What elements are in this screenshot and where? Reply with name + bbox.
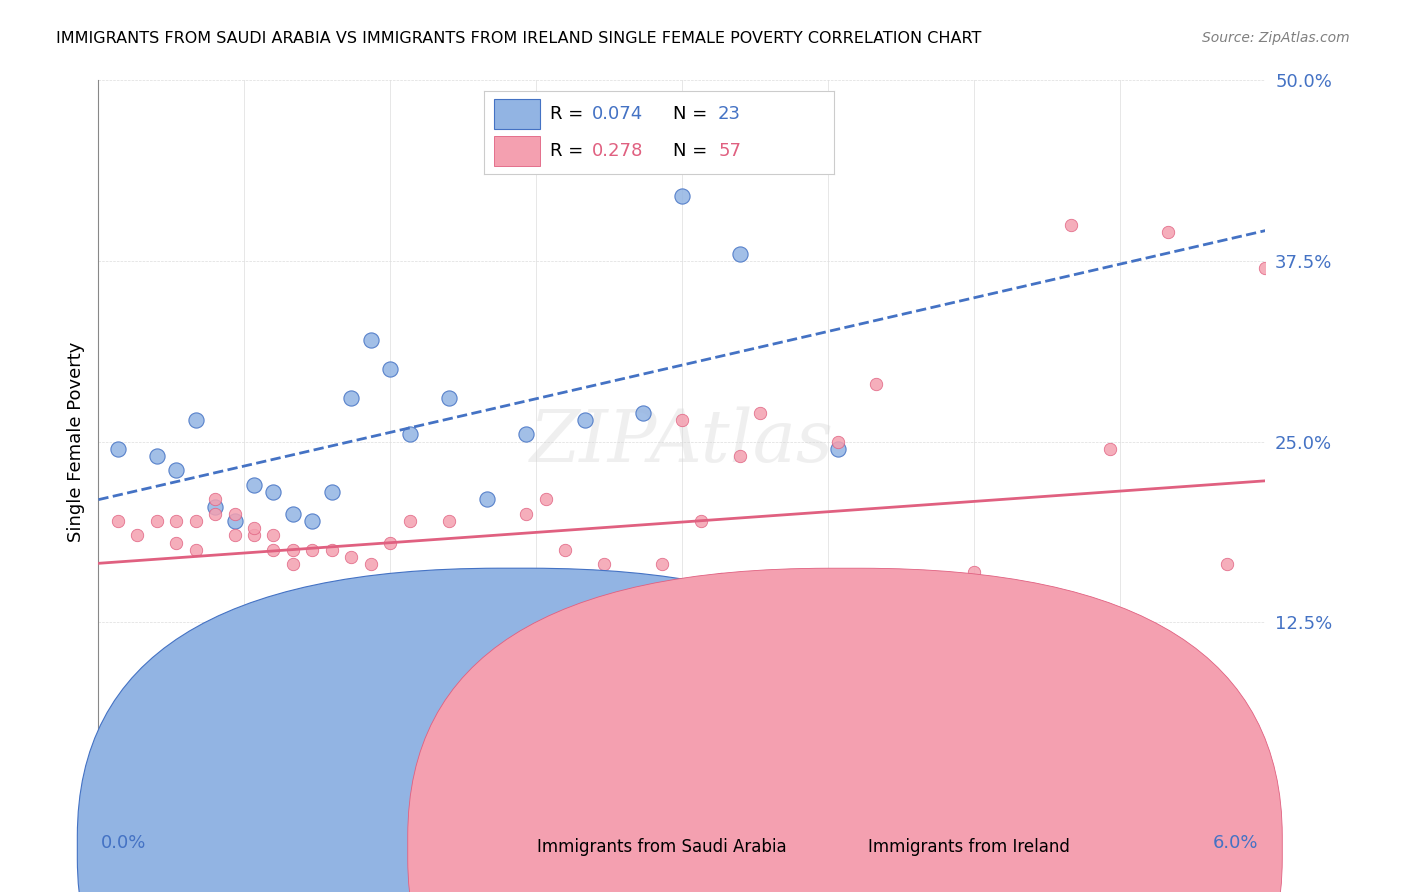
Point [262,542,284,557]
Point [631,615,654,630]
Point [730,449,752,463]
Point [710,572,733,586]
Point [631,406,654,420]
Point [1001,651,1024,665]
Point [301,542,323,557]
Point [204,492,226,507]
Point [515,507,537,521]
Point [398,514,420,528]
Point [146,449,169,463]
Point [437,514,460,528]
Point [360,334,382,348]
Point [1254,261,1277,276]
Point [281,542,304,557]
Point [281,507,304,521]
Text: 0.0%: 0.0% [101,834,146,852]
Point [671,413,693,427]
Text: Immigrants from Saudi Arabia: Immigrants from Saudi Arabia [537,838,787,856]
Point [651,558,673,572]
Point [496,600,519,615]
Point [477,492,499,507]
Point [748,406,770,420]
Point [165,514,187,528]
Point [827,434,849,449]
Text: Immigrants from Ireland: Immigrants from Ireland [868,838,1070,856]
Point [613,607,636,622]
Point [554,542,576,557]
Point [165,535,187,549]
Point [574,600,596,615]
Point [827,442,849,456]
Point [224,528,246,542]
Point [127,528,149,542]
Point [281,558,304,572]
Point [477,572,499,586]
Point [146,514,169,528]
Point [418,572,440,586]
Point [671,189,693,203]
Point [787,607,810,622]
Point [262,528,284,542]
Point [107,514,129,528]
Point [457,572,479,586]
Point [962,565,984,579]
Point [690,514,713,528]
Point [321,485,343,500]
Point [398,427,420,442]
Text: Source: ZipAtlas.com: Source: ZipAtlas.com [1202,31,1350,45]
Point [574,413,596,427]
Point [807,579,830,593]
Point [924,630,946,644]
Point [1098,442,1121,456]
Point [107,442,129,456]
Point [1060,218,1083,232]
Point [243,528,266,542]
Point [184,413,207,427]
Point [301,514,323,528]
Text: IMMIGRANTS FROM SAUDI ARABIA VS IMMIGRANTS FROM IRELAND SINGLE FEMALE POVERTY CO: IMMIGRANTS FROM SAUDI ARABIA VS IMMIGRAN… [56,31,981,46]
Point [204,500,226,514]
Point [1157,225,1180,239]
Point [846,586,869,600]
Point [904,607,927,622]
Point [165,463,187,477]
Point [360,558,382,572]
Point [184,514,207,528]
Point [1215,558,1237,572]
Point [380,535,402,549]
Point [224,507,246,521]
Point [243,478,266,492]
Point [224,514,246,528]
Text: 6.0%: 6.0% [1213,834,1258,852]
Point [768,615,790,630]
Point [204,507,226,521]
Point [437,391,460,405]
Point [865,376,887,391]
Point [262,485,284,500]
Point [593,558,616,572]
Text: ZIPAtlas: ZIPAtlas [530,406,834,477]
Point [321,542,343,557]
Point [184,542,207,557]
Point [380,362,402,376]
Point [340,550,363,565]
Point [243,521,266,535]
Point [515,427,537,442]
Point [730,246,752,260]
Point [534,492,557,507]
Point [340,391,363,405]
Y-axis label: Single Female Poverty: Single Female Poverty [66,342,84,541]
Point [1040,644,1063,658]
